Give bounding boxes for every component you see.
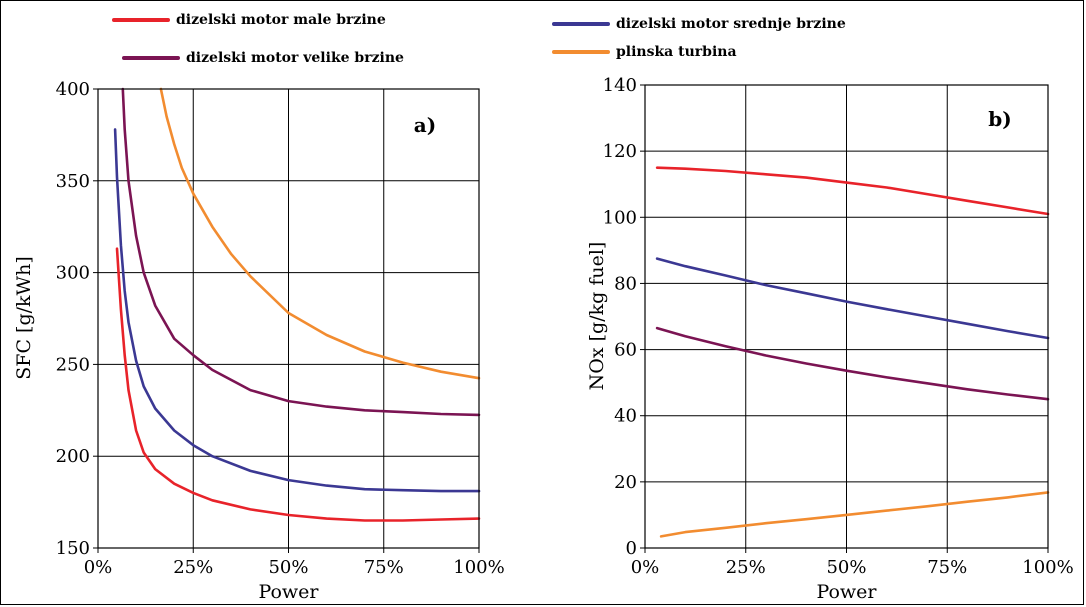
y-tick-label-a-2: 250	[56, 354, 90, 375]
x-tick-label-a-3: 75%	[364, 557, 404, 578]
y-tick-label-b-7: 140	[603, 75, 637, 96]
series-line-b-2	[655, 326, 1050, 401]
x-tick-label-b-2: 50%	[826, 557, 866, 578]
x-axis-label-b: Power	[816, 581, 877, 603]
series-line-b-3	[659, 491, 1050, 538]
y-tick-label-b-2: 40	[614, 406, 637, 427]
legend-swatch-high-speed	[122, 56, 180, 60]
series-line-b-0	[655, 166, 1050, 216]
y-tick-label-b-0: 0	[626, 538, 637, 559]
y-tick-label-a-1: 200	[56, 446, 90, 467]
y-tick-label-a-5: 400	[56, 79, 90, 100]
panel-label-b: b)	[988, 107, 1011, 131]
legend-item-low-speed: dizelski motor male brzine	[112, 12, 386, 28]
legend-swatch-medium-speed	[552, 22, 610, 26]
y-axis-label-a: SFC [g/kWh]	[13, 256, 35, 379]
y-tick-label-b-6: 120	[603, 141, 637, 162]
series-line-b-1	[655, 257, 1050, 340]
x-tick-label-b-3: 75%	[927, 557, 967, 578]
legend-item-gas-turbine: plinska turbina	[552, 44, 737, 60]
legend-label-high-speed: dizelski motor velike brzine	[186, 50, 404, 66]
legend-label-medium-speed: dizelski motor srednje brzine	[616, 16, 846, 32]
series-line-a-0	[115, 247, 481, 522]
x-tick-label-a-0: 0%	[84, 557, 113, 578]
legend-label-low-speed: dizelski motor male brzine	[176, 12, 386, 28]
y-tick-label-b-4: 80	[614, 273, 637, 294]
x-tick-label-b-4: 100%	[1022, 557, 1073, 578]
x-tick-label-b-1: 25%	[726, 557, 766, 578]
legend-label-gas-turbine: plinska turbina	[616, 44, 737, 60]
series-line-a-2	[121, 87, 481, 417]
y-axis-label-b: NOx [g/kg fuel]	[586, 242, 608, 391]
panel-label-a: a)	[414, 113, 436, 137]
y-tick-label-a-0: 150	[56, 538, 90, 559]
x-tick-label-a-4: 100%	[453, 557, 504, 578]
series-line-a-3	[159, 87, 481, 380]
legend-item-high-speed: dizelski motor velike brzine	[122, 50, 404, 66]
legend-swatch-gas-turbine	[552, 50, 610, 54]
x-tick-label-a-2: 50%	[268, 557, 308, 578]
y-tick-label-a-4: 350	[56, 171, 90, 192]
y-tick-label-b-1: 20	[614, 472, 637, 493]
legend-swatch-low-speed	[112, 18, 170, 22]
y-tick-label-b-3: 60	[614, 340, 637, 361]
x-axis-label-a: Power	[258, 581, 319, 603]
legend-item-medium-speed: dizelski motor srednje brzine	[552, 16, 846, 32]
y-tick-label-b-5: 100	[603, 207, 637, 228]
y-tick-label-a-3: 300	[56, 263, 90, 284]
x-tick-label-b-0: 0%	[631, 557, 660, 578]
series-line-a-1	[113, 128, 481, 493]
x-tick-label-a-1: 25%	[173, 557, 213, 578]
